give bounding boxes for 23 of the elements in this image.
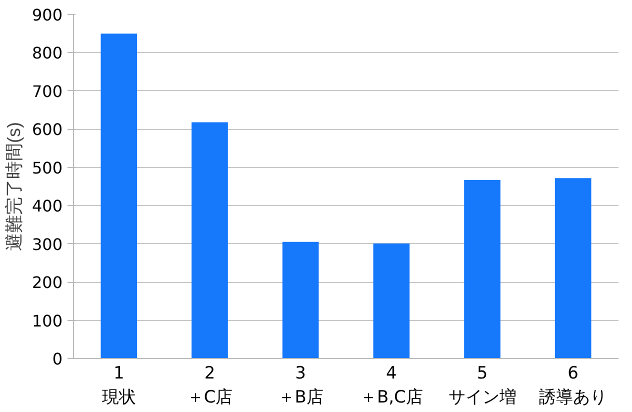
y-tick-label: 200 — [32, 273, 63, 292]
y-tick-label: 300 — [32, 234, 63, 254]
bar — [464, 180, 500, 358]
y-tick-label: 600 — [32, 120, 63, 140]
y-axis-title: 避難完了時間(s) — [4, 122, 24, 251]
y-tick-label: 400 — [32, 196, 63, 216]
x-tick-label: 4 ＋B,C店 — [360, 364, 423, 408]
x-tick-label: 1 現状 — [102, 364, 136, 408]
y-tick-label: 500 — [32, 158, 63, 178]
bar — [554, 178, 592, 358]
x-tick-label: 6 誘導あり — [539, 364, 608, 408]
y-tick-label: 800 — [32, 44, 63, 63]
y-tick-label: 700 — [32, 82, 63, 101]
bar — [192, 122, 228, 358]
x-tick-label: 2 ＋C店 — [186, 364, 233, 408]
x-tick-label: 5 サイン増 — [448, 364, 516, 408]
bar — [373, 243, 410, 358]
y-tick-label: 100 — [32, 311, 63, 330]
y-tick-label: 900 — [32, 6, 63, 24]
bar — [100, 34, 138, 358]
y-tick-label: 0 — [52, 350, 63, 368]
x-tick-label: 3 ＋B店 — [278, 364, 324, 408]
bar — [282, 242, 319, 358]
